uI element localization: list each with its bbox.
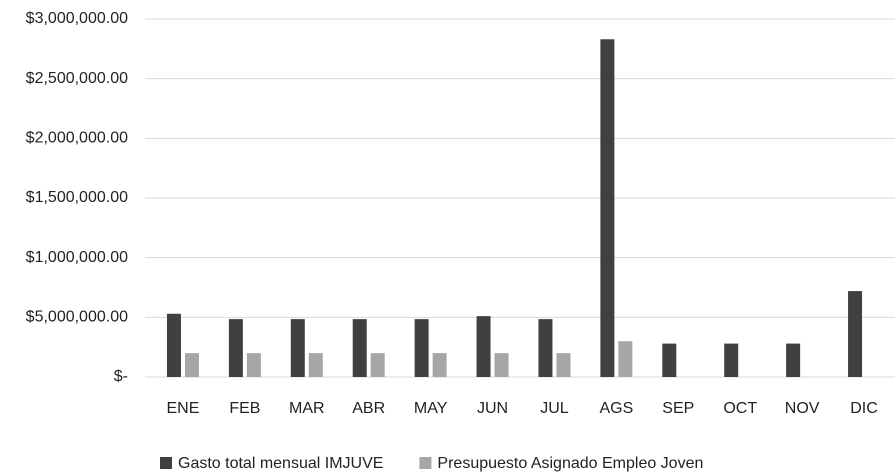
legend-label: Gasto total mensual IMJUVE: [178, 455, 383, 472]
bar: [184, 353, 199, 377]
bar: [246, 353, 261, 377]
y-tick-label: $1,000,000.00: [26, 249, 128, 266]
x-tick-label: ENE: [167, 400, 200, 417]
bar: [228, 319, 243, 377]
x-tick-label: OCT: [723, 400, 757, 417]
legend-swatch: [419, 457, 432, 469]
bar: [494, 353, 509, 377]
bar: [476, 316, 491, 377]
x-tick-label: SEP: [662, 400, 694, 417]
bar: [432, 353, 447, 377]
x-tick-label: MAY: [414, 400, 448, 417]
bar: [414, 319, 429, 377]
x-tick-label: FEB: [229, 400, 260, 417]
y-tick-label: $2,000,000.00: [26, 130, 128, 147]
x-tick-label: MAR: [289, 400, 325, 417]
bar: [662, 343, 677, 377]
x-tick-label: DIC: [850, 400, 878, 417]
x-tick-label: ABR: [352, 400, 385, 417]
bar: [848, 291, 863, 377]
bar: [166, 313, 181, 377]
y-tick-label: $-: [114, 368, 128, 385]
bar: [290, 319, 305, 377]
y-tick-label: $2,500,000.00: [26, 70, 128, 87]
x-tick-label: JUN: [477, 400, 508, 417]
bar: [786, 343, 801, 377]
x-tick-label: AGS: [599, 400, 633, 417]
bar: [308, 353, 323, 377]
y-tick-label: $3,000,000.00: [26, 10, 128, 27]
bar: [600, 39, 615, 377]
bar: [556, 353, 571, 377]
bar: [538, 319, 553, 377]
bar: [370, 353, 385, 377]
bar: [352, 319, 367, 377]
bar: [618, 341, 633, 377]
x-tick-label: JUL: [540, 400, 569, 417]
y-tick-label: $1,500,000.00: [26, 189, 128, 206]
legend-swatch: [160, 457, 172, 469]
legend-label: Presupuesto Asignado Empleo Joven: [437, 455, 703, 472]
y-tick-label: $5,000,000.00: [26, 309, 128, 326]
bar: [724, 343, 739, 377]
x-tick-label: NOV: [785, 400, 820, 417]
